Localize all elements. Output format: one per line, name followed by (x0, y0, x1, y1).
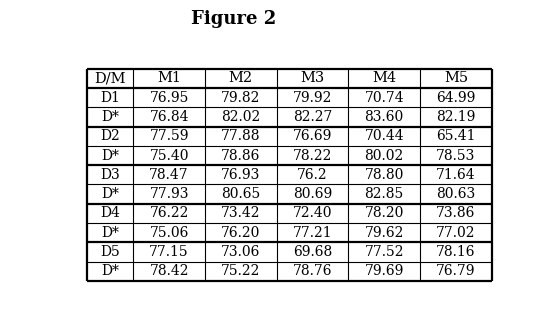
Text: D/M: D/M (95, 72, 126, 86)
Text: 78.42: 78.42 (150, 264, 189, 278)
Text: 80.65: 80.65 (221, 187, 260, 201)
Text: 77.93: 77.93 (150, 187, 189, 201)
Text: 78.53: 78.53 (436, 149, 475, 163)
Text: D*: D* (101, 226, 119, 240)
Text: M1: M1 (157, 72, 181, 86)
Text: 64.99: 64.99 (436, 91, 475, 105)
Text: D*: D* (101, 110, 119, 124)
Text: 76.22: 76.22 (150, 206, 189, 220)
Text: 75.40: 75.40 (150, 149, 189, 163)
Text: 75.06: 75.06 (150, 226, 189, 240)
Text: 80.02: 80.02 (365, 149, 404, 163)
Text: 82.85: 82.85 (365, 187, 404, 201)
Text: 79.62: 79.62 (365, 226, 404, 240)
Text: D4: D4 (100, 206, 120, 220)
Text: 69.68: 69.68 (293, 245, 332, 259)
Text: 71.64: 71.64 (436, 168, 476, 182)
Text: 72.40: 72.40 (293, 206, 332, 220)
Text: 82.02: 82.02 (221, 110, 260, 124)
Text: 78.76: 78.76 (293, 264, 332, 278)
Text: M2: M2 (229, 72, 253, 86)
Text: 76.2: 76.2 (297, 168, 328, 182)
Text: 76.69: 76.69 (293, 129, 332, 143)
Text: D1: D1 (100, 91, 120, 105)
Text: 82.19: 82.19 (436, 110, 475, 124)
Text: 77.52: 77.52 (365, 245, 404, 259)
Text: 78.80: 78.80 (365, 168, 404, 182)
Text: 78.47: 78.47 (150, 168, 189, 182)
Text: 80.69: 80.69 (293, 187, 332, 201)
Text: 77.02: 77.02 (436, 226, 476, 240)
Text: 77.59: 77.59 (150, 129, 189, 143)
Text: 77.21: 77.21 (293, 226, 332, 240)
Text: D*: D* (101, 187, 119, 201)
Text: D2: D2 (100, 129, 120, 143)
Text: 76.95: 76.95 (150, 91, 189, 105)
Text: 76.84: 76.84 (150, 110, 189, 124)
Text: 77.15: 77.15 (150, 245, 189, 259)
Text: 78.16: 78.16 (436, 245, 476, 259)
Text: 78.20: 78.20 (365, 206, 404, 220)
Text: 70.74: 70.74 (364, 91, 404, 105)
Text: 76.79: 76.79 (436, 264, 476, 278)
Text: 78.86: 78.86 (221, 149, 261, 163)
Text: D3: D3 (100, 168, 120, 182)
Text: 70.44: 70.44 (364, 129, 404, 143)
Text: M4: M4 (372, 72, 396, 86)
Text: Figure 2: Figure 2 (191, 10, 276, 28)
Text: D*: D* (101, 149, 119, 163)
Text: 75.22: 75.22 (221, 264, 261, 278)
Text: 83.60: 83.60 (365, 110, 404, 124)
Text: 78.22: 78.22 (293, 149, 332, 163)
Text: 73.42: 73.42 (221, 206, 261, 220)
Text: 82.27: 82.27 (293, 110, 332, 124)
Text: 79.82: 79.82 (221, 91, 261, 105)
Text: 76.93: 76.93 (221, 168, 261, 182)
Text: 79.92: 79.92 (293, 91, 332, 105)
Text: 73.86: 73.86 (436, 206, 475, 220)
Text: 73.06: 73.06 (221, 245, 261, 259)
Text: 65.41: 65.41 (436, 129, 476, 143)
Text: 76.20: 76.20 (221, 226, 261, 240)
Text: 80.63: 80.63 (436, 187, 475, 201)
Text: 79.69: 79.69 (365, 264, 404, 278)
Text: D5: D5 (100, 245, 120, 259)
Text: M5: M5 (444, 72, 468, 86)
Text: M3: M3 (300, 72, 325, 86)
Text: D*: D* (101, 264, 119, 278)
Text: 77.88: 77.88 (221, 129, 261, 143)
